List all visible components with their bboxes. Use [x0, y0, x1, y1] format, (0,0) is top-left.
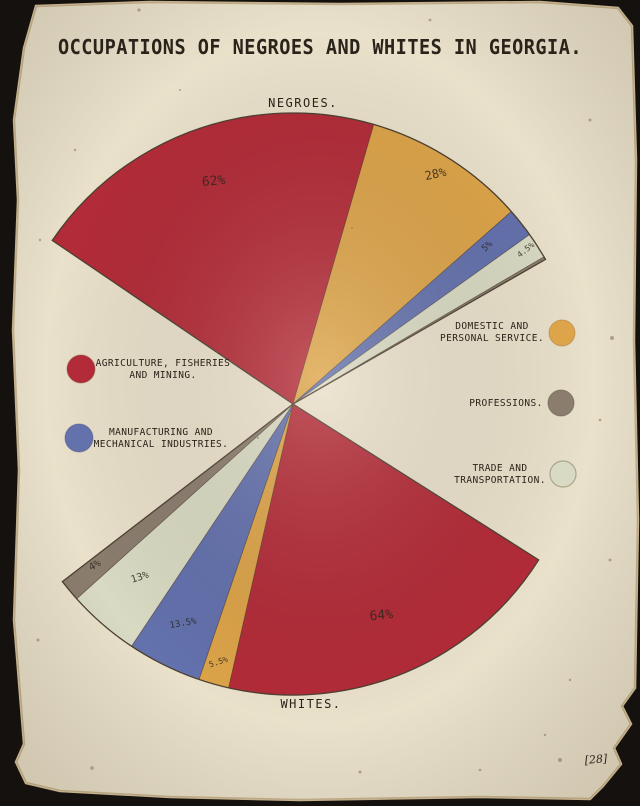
- legend-label: PERSONAL SERVICE.: [440, 333, 544, 344]
- legend-item-manufacturing: MANUFACTURING AND MECHANICAL INDUSTRIES.: [64, 423, 229, 453]
- legend-swatch-trade: [549, 460, 577, 488]
- legend-label: MECHANICAL INDUSTRIES.: [94, 439, 229, 450]
- legend-item-professions: PROFESSIONS.: [469, 389, 575, 417]
- legend-swatch-domestic: [548, 319, 576, 347]
- label-negroes: NEGROES.: [268, 96, 338, 110]
- legend-label: TRADE AND: [472, 463, 527, 474]
- legend-swatch-manufacturing: [64, 423, 94, 453]
- legend-label: PROFESSIONS.: [469, 398, 542, 409]
- page-title: OCCUPATIONS OF NEGROES AND WHITES IN GEO…: [58, 35, 582, 59]
- legend-item-trade: TRADE AND TRANSPORTATION.: [454, 460, 577, 488]
- legend-label: TRANSPORTATION.: [454, 475, 546, 486]
- legend-swatch-professions: [547, 389, 575, 417]
- legend-label: DOMESTIC AND: [455, 321, 528, 332]
- legend-item-domestic: DOMESTIC AND PERSONAL SERVICE.: [440, 319, 576, 347]
- foxing-specks: [36, 8, 614, 774]
- legend-item-agriculture: AGRICULTURE, FISHERIES AND MINING.: [66, 354, 231, 384]
- label-whites: WHITES.: [280, 697, 341, 711]
- legend-label: AGRICULTURE, FISHERIES: [96, 358, 231, 369]
- legend-swatch-agriculture: [66, 354, 96, 384]
- pencil-marginalia: [28]: [584, 752, 608, 767]
- legend-right: DOMESTIC AND PERSONAL SERVICE. PROFESSIO…: [440, 319, 577, 488]
- legend-left: AGRICULTURE, FISHERIES AND MINING. MANUF…: [64, 354, 231, 453]
- legend-label: AND MINING.: [129, 370, 196, 381]
- legend-label: MANUFACTURING AND: [109, 427, 213, 438]
